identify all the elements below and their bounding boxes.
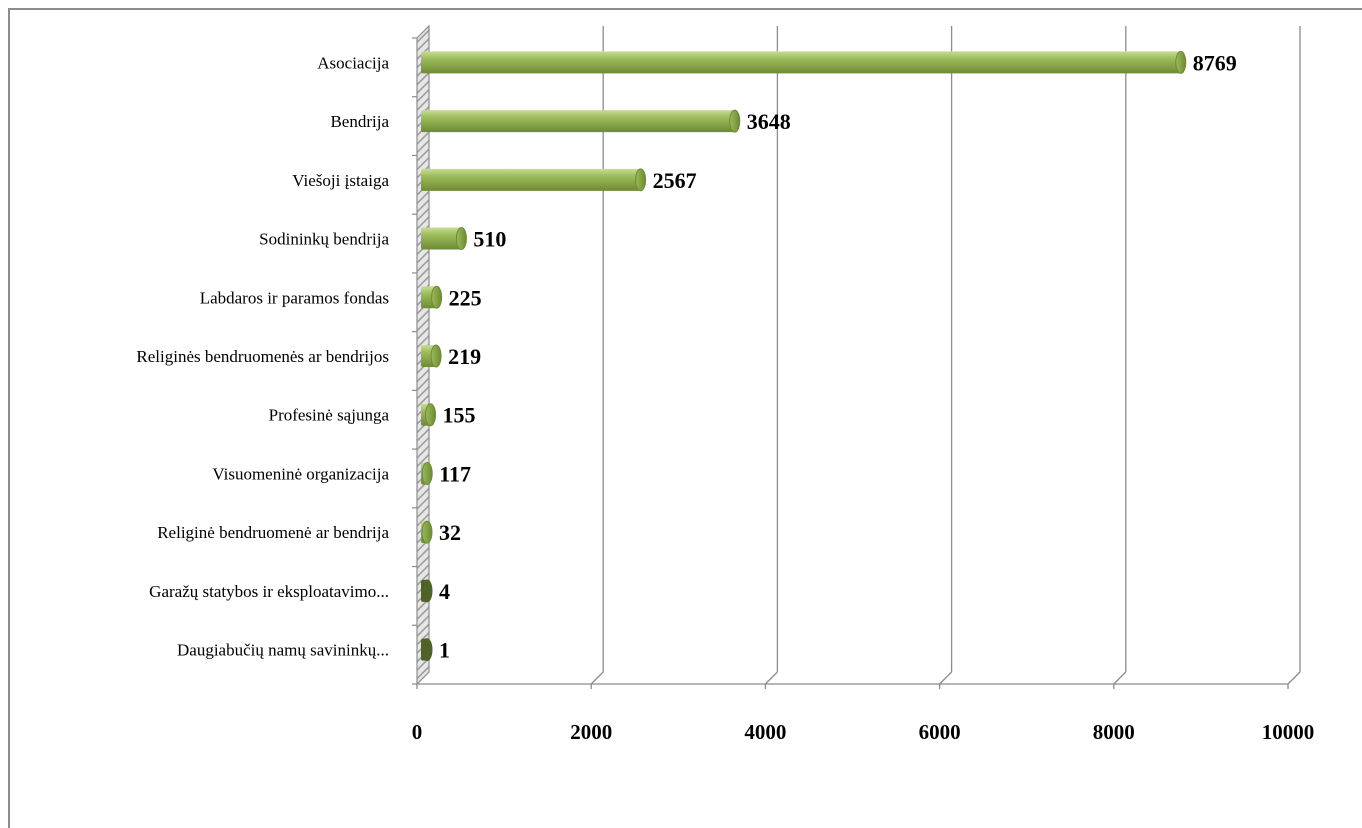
category-labels: Asociacija Bendrija Viešoji įstaiga Sodinin… (136, 53, 389, 659)
value-label: 1 (439, 638, 450, 663)
chart-frame (8, 8, 1362, 828)
category-label: Visuomeninė organizacija (212, 464, 389, 483)
bars (421, 50, 1187, 662)
category-label: Bendrija (330, 112, 389, 131)
bar-cap (421, 579, 433, 603)
bar-cap (455, 227, 467, 251)
gridline-base (939, 671, 953, 685)
category-label: Daugiabučių namų savininkų... (177, 641, 389, 660)
category-label: Sodininkų bendrija (259, 230, 389, 249)
category-label: Asociacija (317, 53, 389, 72)
gridline-base (1113, 671, 1127, 685)
bar-cap (421, 520, 433, 544)
value-label: 32 (439, 520, 461, 545)
value-label: 8769 (1193, 50, 1237, 75)
x-tick-label: 8000 (1093, 720, 1135, 744)
gridlines (416, 26, 1301, 689)
value-label: 2567 (653, 168, 697, 193)
gridline-base (590, 671, 604, 685)
category-label: Religinė bendruomenė ar bendrija (157, 523, 389, 542)
x-tick-label: 10000 (1262, 720, 1315, 744)
bar-cap (421, 461, 433, 485)
bar-cap (430, 344, 442, 368)
gridline-base (764, 671, 778, 685)
category-label: Religinės bendruomenės ar bendrijos (136, 347, 389, 366)
x-axis-ticks: 0 2000 4000 6000 8000 10000 (412, 720, 1315, 744)
category-label: Viešoji įstaiga (292, 171, 389, 190)
category-label: Garažų statybos ir eksploatavimo... (149, 582, 389, 601)
bar (421, 110, 735, 133)
value-label: 4 (439, 579, 450, 604)
value-label: 510 (473, 227, 506, 252)
x-tick-label: 4000 (744, 720, 786, 744)
value-label: 117 (439, 461, 471, 486)
x-tick-label: 2000 (570, 720, 612, 744)
value-label: 219 (448, 344, 481, 369)
bar (421, 227, 462, 250)
bar-cap (635, 168, 647, 192)
x-tick-label: 6000 (919, 720, 961, 744)
category-label: Profesinė sąjunga (269, 406, 390, 425)
category-label: Labdaros ir paramos fondas (200, 288, 389, 307)
value-labels: 8769 3648 2567 510 225 219 155 117 32 4 1 (439, 50, 1237, 662)
bar-cap (729, 109, 741, 133)
value-label: 225 (449, 285, 482, 310)
gridline-base (1287, 671, 1301, 685)
x-tick-label: 0 (412, 720, 423, 744)
bar (421, 168, 641, 191)
bar-cap (1175, 50, 1187, 74)
value-label: 155 (443, 403, 476, 428)
value-label: 3648 (747, 109, 791, 134)
bar-cap (431, 285, 443, 309)
bar (421, 51, 1181, 74)
bar-cap (425, 403, 437, 427)
bar-cap (421, 638, 433, 662)
